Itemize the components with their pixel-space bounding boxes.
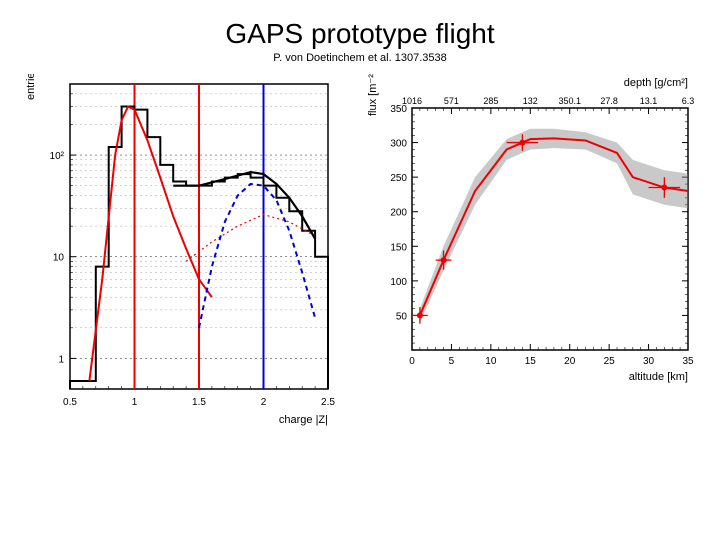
svg-text:1: 1 [58, 354, 64, 365]
svg-text:35: 35 [682, 356, 694, 367]
svg-text:132: 132 [523, 96, 538, 106]
svg-text:50: 50 [396, 311, 408, 322]
svg-text:0.5: 0.5 [63, 397, 77, 408]
svg-text:300: 300 [390, 139, 407, 150]
svg-text:150: 150 [390, 242, 407, 253]
svg-text:flux [m⁻²sr⁻¹s⁻¹]: flux [m⁻²sr⁻¹s⁻¹] [367, 74, 379, 116]
svg-text:5: 5 [449, 356, 455, 367]
svg-text:20: 20 [564, 356, 576, 367]
page-subtitle: P. von Doetinchem et al. 1307.3538 [0, 52, 720, 64]
svg-text:2.5: 2.5 [321, 397, 335, 408]
svg-text:350.1: 350.1 [558, 96, 581, 106]
svg-text:10: 10 [53, 253, 65, 264]
right-chart: 0510152025303550100150200250300350depth … [360, 74, 700, 389]
svg-text:250: 250 [390, 173, 407, 184]
svg-text:6.3: 6.3 [682, 96, 695, 106]
svg-text:27.8: 27.8 [600, 96, 618, 106]
page-title: GAPS prototype flight [0, 18, 720, 50]
svg-text:25: 25 [604, 356, 616, 367]
svg-text:entries: entries [25, 74, 37, 100]
svg-text:depth [g/cm²]: depth [g/cm²] [624, 77, 688, 89]
svg-text:1.5: 1.5 [192, 397, 206, 408]
svg-text:10: 10 [485, 356, 497, 367]
svg-text:13.1: 13.1 [640, 96, 658, 106]
svg-text:charge |Z|: charge |Z| [279, 414, 328, 426]
svg-text:10²: 10² [50, 151, 65, 162]
left-chart: 0.5 1 1.5 2 2.5 1 10 10² entries charge |Z| [20, 74, 340, 434]
svg-text:2: 2 [261, 397, 267, 408]
svg-text:100: 100 [390, 277, 407, 288]
svg-text:1: 1 [132, 397, 138, 408]
charts-container: 0.511.522.511010²entriescharge |Z| 05101… [0, 74, 720, 434]
svg-text:200: 200 [390, 208, 407, 219]
svg-text:30: 30 [643, 356, 655, 367]
svg-text:15: 15 [525, 356, 537, 367]
svg-text:1016: 1016 [402, 96, 422, 106]
svg-text:285: 285 [483, 96, 498, 106]
svg-text:0: 0 [409, 356, 415, 367]
svg-text:571: 571 [444, 96, 459, 106]
svg-text:altitude [km]: altitude [km] [629, 371, 688, 383]
